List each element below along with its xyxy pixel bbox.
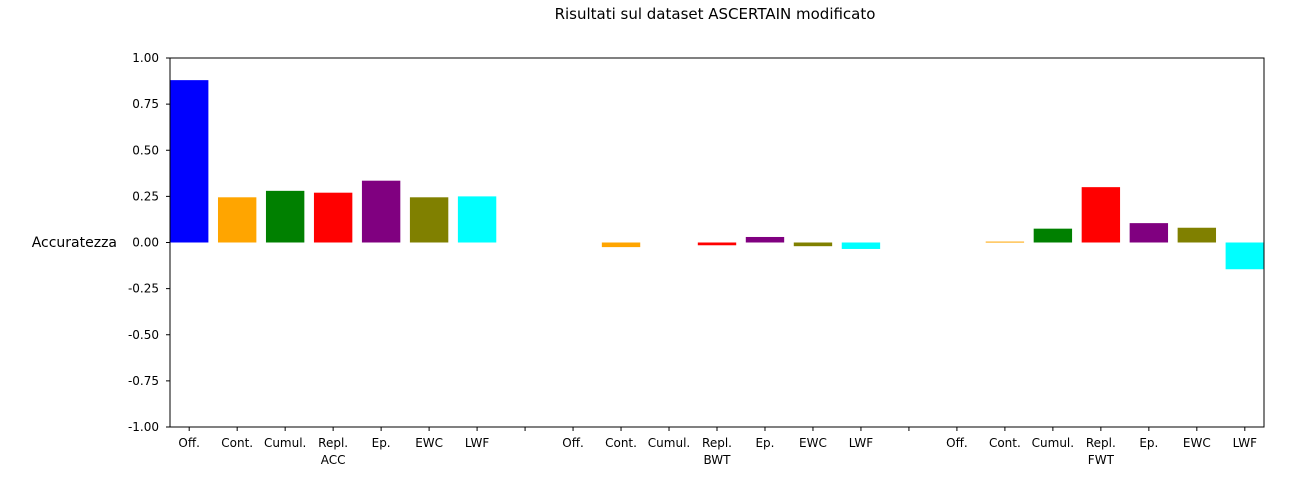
x-tick-label: Off. <box>946 436 968 450</box>
bar-fwt-cont <box>985 241 1025 243</box>
bar-acc-cont <box>217 197 257 243</box>
y-tick-label: -0.75 <box>128 374 159 388</box>
x-group-label-acc: ACC <box>321 453 346 467</box>
y-tick-label: 0.25 <box>132 189 159 203</box>
bar-acc-ep <box>361 180 401 243</box>
y-tick-label: 0.50 <box>132 143 159 157</box>
bar-fwt-cumul <box>1033 228 1073 243</box>
bar-fwt-repl <box>1081 187 1121 243</box>
y-tick-label: -1.00 <box>128 420 159 434</box>
bar-bwt-cont <box>601 242 641 248</box>
x-tick-label: EWC <box>799 436 827 450</box>
x-tick-label: Cont. <box>605 436 637 450</box>
bar-acc-lwf <box>457 196 497 243</box>
y-tick-label: -0.25 <box>128 282 159 296</box>
bar-fwt-lwf <box>1225 242 1264 270</box>
chart-title: Risultati sul dataset ASCERTAIN modifica… <box>555 5 876 23</box>
x-tick-label: Ep. <box>372 436 391 450</box>
bar-bwt-repl <box>697 242 737 246</box>
x-tick-label: Ep. <box>1139 436 1158 450</box>
x-tick-label: Off. <box>562 436 584 450</box>
x-tick-label: EWC <box>1183 436 1211 450</box>
x-group-label-fwt: FWT <box>1088 453 1115 467</box>
x-tick-label: LWF <box>1233 436 1257 450</box>
x-tick-label: Cumul. <box>264 436 306 450</box>
x-group-label-bwt: BWT <box>704 453 732 467</box>
x-tick-label: Repl. <box>702 436 732 450</box>
bar-bwt-lwf <box>841 242 881 249</box>
bar-bwt-ep <box>745 236 785 243</box>
bar-bwt-ewc <box>793 242 833 247</box>
x-tick-label: Cumul. <box>648 436 690 450</box>
x-tick-label: Cont. <box>221 436 253 450</box>
x-tick-label: Ep. <box>755 436 774 450</box>
bar-fwt-ewc <box>1177 227 1217 243</box>
bar-fwt-ep <box>1129 223 1169 243</box>
x-tick-label: Cont. <box>989 436 1021 450</box>
y-tick-label: 1.00 <box>132 51 159 65</box>
x-tick-label: Cumul. <box>1032 436 1074 450</box>
bar-acc-cumul <box>265 190 305 243</box>
x-tick-label: Off. <box>178 436 200 450</box>
bar-acc-ewc <box>409 197 449 243</box>
x-tick-label: LWF <box>849 436 873 450</box>
y-axis-label: Accuratezza <box>32 235 117 251</box>
y-tick-label: 0.75 <box>132 97 159 111</box>
x-tick-label: EWC <box>415 436 443 450</box>
y-tick-label: -0.50 <box>128 328 159 342</box>
x-tick-label: Repl. <box>1086 436 1116 450</box>
x-tick-label: Repl. <box>318 436 348 450</box>
plot-area: Off. Cont. Cumul. Repl. ACC Ep. EWC LWF Off. Cont… <box>128 51 1265 467</box>
x-tick-label: LWF <box>465 436 489 450</box>
y-tick-label: 0.00 <box>132 236 159 250</box>
bar-acc-off <box>170 80 209 243</box>
plot-frame <box>169 57 1265 428</box>
bar-acc-repl <box>313 192 353 243</box>
